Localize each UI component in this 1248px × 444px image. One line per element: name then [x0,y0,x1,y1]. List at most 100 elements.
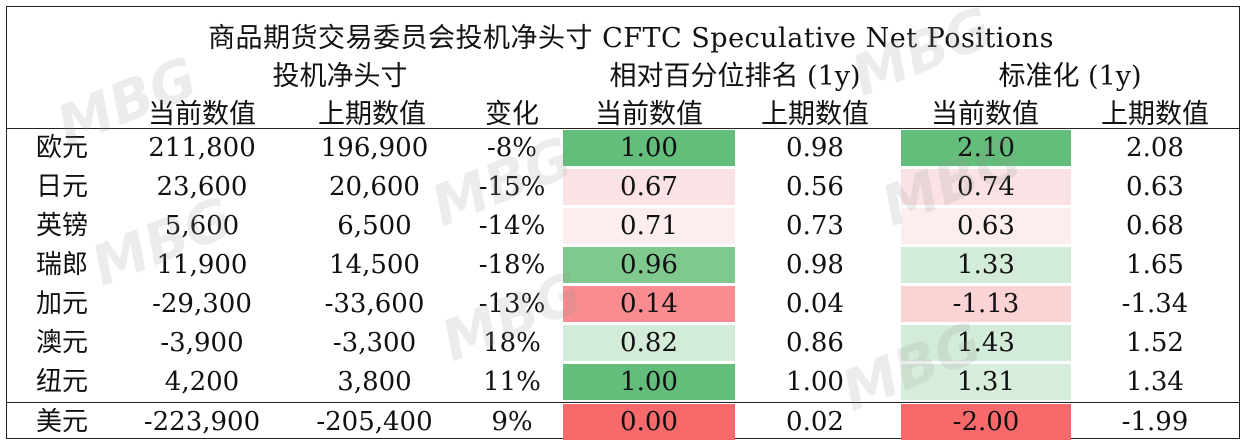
std-previous-cell: 1.34 [1126,367,1184,397]
net-current-cell: -223,900 [143,407,261,437]
rank-previous-cell: 0.04 [786,289,844,319]
rank-previous-cell: 0.73 [786,211,844,241]
rank-current-cell: 1.00 [620,367,678,397]
change-cell: -14% [478,211,546,241]
std-current-cell: 2.10 [957,133,1015,163]
std-current-cell: 1.33 [957,250,1015,280]
header-divider [7,128,1239,129]
net-previous-cell: 14,500 [329,250,420,280]
net-current-cell: -29,300 [152,289,252,319]
std-previous-cell: 1.52 [1126,328,1184,358]
std-previous-cell: 0.63 [1126,172,1184,202]
rank-current-shading [563,169,735,205]
rank-current-shading [563,208,735,244]
change-cell: 11% [483,367,541,397]
col-header-net-current: 当前数值 [148,99,256,130]
net-current-cell: 11,900 [156,250,248,280]
rank-current-shading [563,364,735,400]
table-row: 美元 -223,900 -205,400 9% 0.00 0.02 -2.00 -1.99 [7,404,1239,443]
std-current-shading [901,169,1071,205]
rank-previous-cell: 0.98 [786,250,844,280]
col-header-std-previous: 上期数值 [1101,99,1209,130]
net-current-cell: -3,900 [160,328,244,358]
group-header-net-positions: 投机净头寸 [272,61,408,92]
table-row: 日元 23,600 20,600 -15% 0.67 0.56 0.74 0.63 [7,169,1239,208]
std-current-shading [901,404,1071,440]
currency-name-cell: 纽元 [35,367,88,397]
net-previous-cell: 6,500 [337,211,412,241]
net-previous-cell: 196,900 [320,133,429,163]
rank-current-cell: 0.82 [620,328,678,358]
change-cell: -15% [478,172,546,202]
currency-name-cell: 欧元 [35,133,88,163]
rank-current-shading [563,404,735,440]
rank-current-cell: 0.00 [620,407,678,437]
currency-name-cell: 加元 [35,289,88,319]
std-current-shading [901,325,1071,361]
std-current-cell: -2.00 [952,407,1020,437]
change-cell: -13% [478,289,546,319]
std-current-shading [901,364,1071,400]
std-current-shading [901,208,1071,244]
std-current-shading [901,130,1071,166]
rank-current-shading [563,247,735,283]
net-previous-cell: 20,600 [329,172,420,202]
col-header-rank-current: 当前数值 [595,99,703,130]
table-row: 英镑 5,600 6,500 -14% 0.71 0.73 0.63 0.68 [7,208,1239,247]
net-current-cell: 211,800 [148,133,256,163]
table-row: 瑞郎 11,900 14,500 -18% 0.96 0.98 1.33 1.65 [7,247,1239,286]
change-cell: -8% [486,133,538,163]
col-header-rank-previous: 上期数值 [761,99,869,130]
currency-name-cell: 日元 [35,172,88,202]
currency-name-cell: 英镑 [35,211,88,241]
change-cell: -18% [478,250,546,280]
col-header-change: 变化 [485,99,539,130]
std-previous-cell: 1.65 [1126,250,1184,280]
group-header-standardized: 标准化 (1y) [998,61,1142,92]
rank-current-cell: 0.96 [620,250,678,280]
rank-current-shading [563,325,735,361]
table-row: 纽元 4,200 3,800 11% 1.00 1.00 1.31 1.34 [7,364,1239,403]
currency-name-cell: 瑞郎 [35,250,88,280]
std-current-shading [901,247,1071,283]
usd-divider [7,402,1239,403]
std-current-cell: 0.63 [957,211,1015,241]
std-current-cell: -1.13 [952,289,1020,319]
change-cell: 9% [491,407,533,437]
net-current-cell: 23,600 [156,172,248,202]
net-previous-cell: -205,400 [316,407,433,437]
table-row: 加元 -29,300 -33,600 -13% 0.14 0.04 -1.13 -1.34 [7,286,1239,325]
net-current-cell: 4,200 [164,367,240,397]
std-current-cell: 1.31 [957,367,1015,397]
col-header-net-previous: 上期数值 [318,99,426,130]
rank-current-cell: 0.71 [620,211,678,241]
rank-previous-cell: 1.00 [786,367,844,397]
rank-current-cell: 1.00 [620,133,678,163]
std-current-cell: 1.43 [957,328,1015,358]
std-previous-cell: 2.08 [1126,133,1184,163]
rank-current-shading [563,286,735,322]
rank-previous-cell: 0.86 [786,328,844,358]
table-row: 欧元 211,800 196,900 -8% 1.00 0.98 2.10 2.08 [7,130,1239,169]
net-previous-cell: -3,300 [332,328,417,358]
table-row: 澳元 -3,900 -3,300 18% 0.82 0.86 1.43 1.52 [7,325,1239,364]
std-previous-cell: -1.99 [1121,407,1189,437]
std-current-cell: 0.74 [957,172,1015,202]
rank-current-cell: 0.67 [620,172,678,202]
rank-previous-cell: 0.56 [786,172,844,202]
col-header-std-current: 当前数值 [931,99,1039,130]
rank-previous-cell: 0.98 [786,133,844,163]
std-current-shading [901,286,1071,322]
rank-current-shading [563,130,735,166]
std-previous-cell: -1.34 [1121,289,1189,319]
currency-name-cell: 澳元 [35,328,88,358]
table-title: 商品期货交易委员会投机净头寸 CFTC Speculative Net Posi… [208,23,1054,54]
group-header-percentile-rank: 相对百分位排名 (1y) [609,61,861,92]
net-current-cell: 5,600 [164,211,240,241]
change-cell: 18% [483,328,541,358]
rank-previous-cell: 0.02 [786,407,844,437]
currency-name-cell: 美元 [35,407,88,437]
std-previous-cell: 0.68 [1126,211,1184,241]
net-previous-cell: 3,800 [337,367,412,397]
net-previous-cell: -33,600 [324,289,425,319]
